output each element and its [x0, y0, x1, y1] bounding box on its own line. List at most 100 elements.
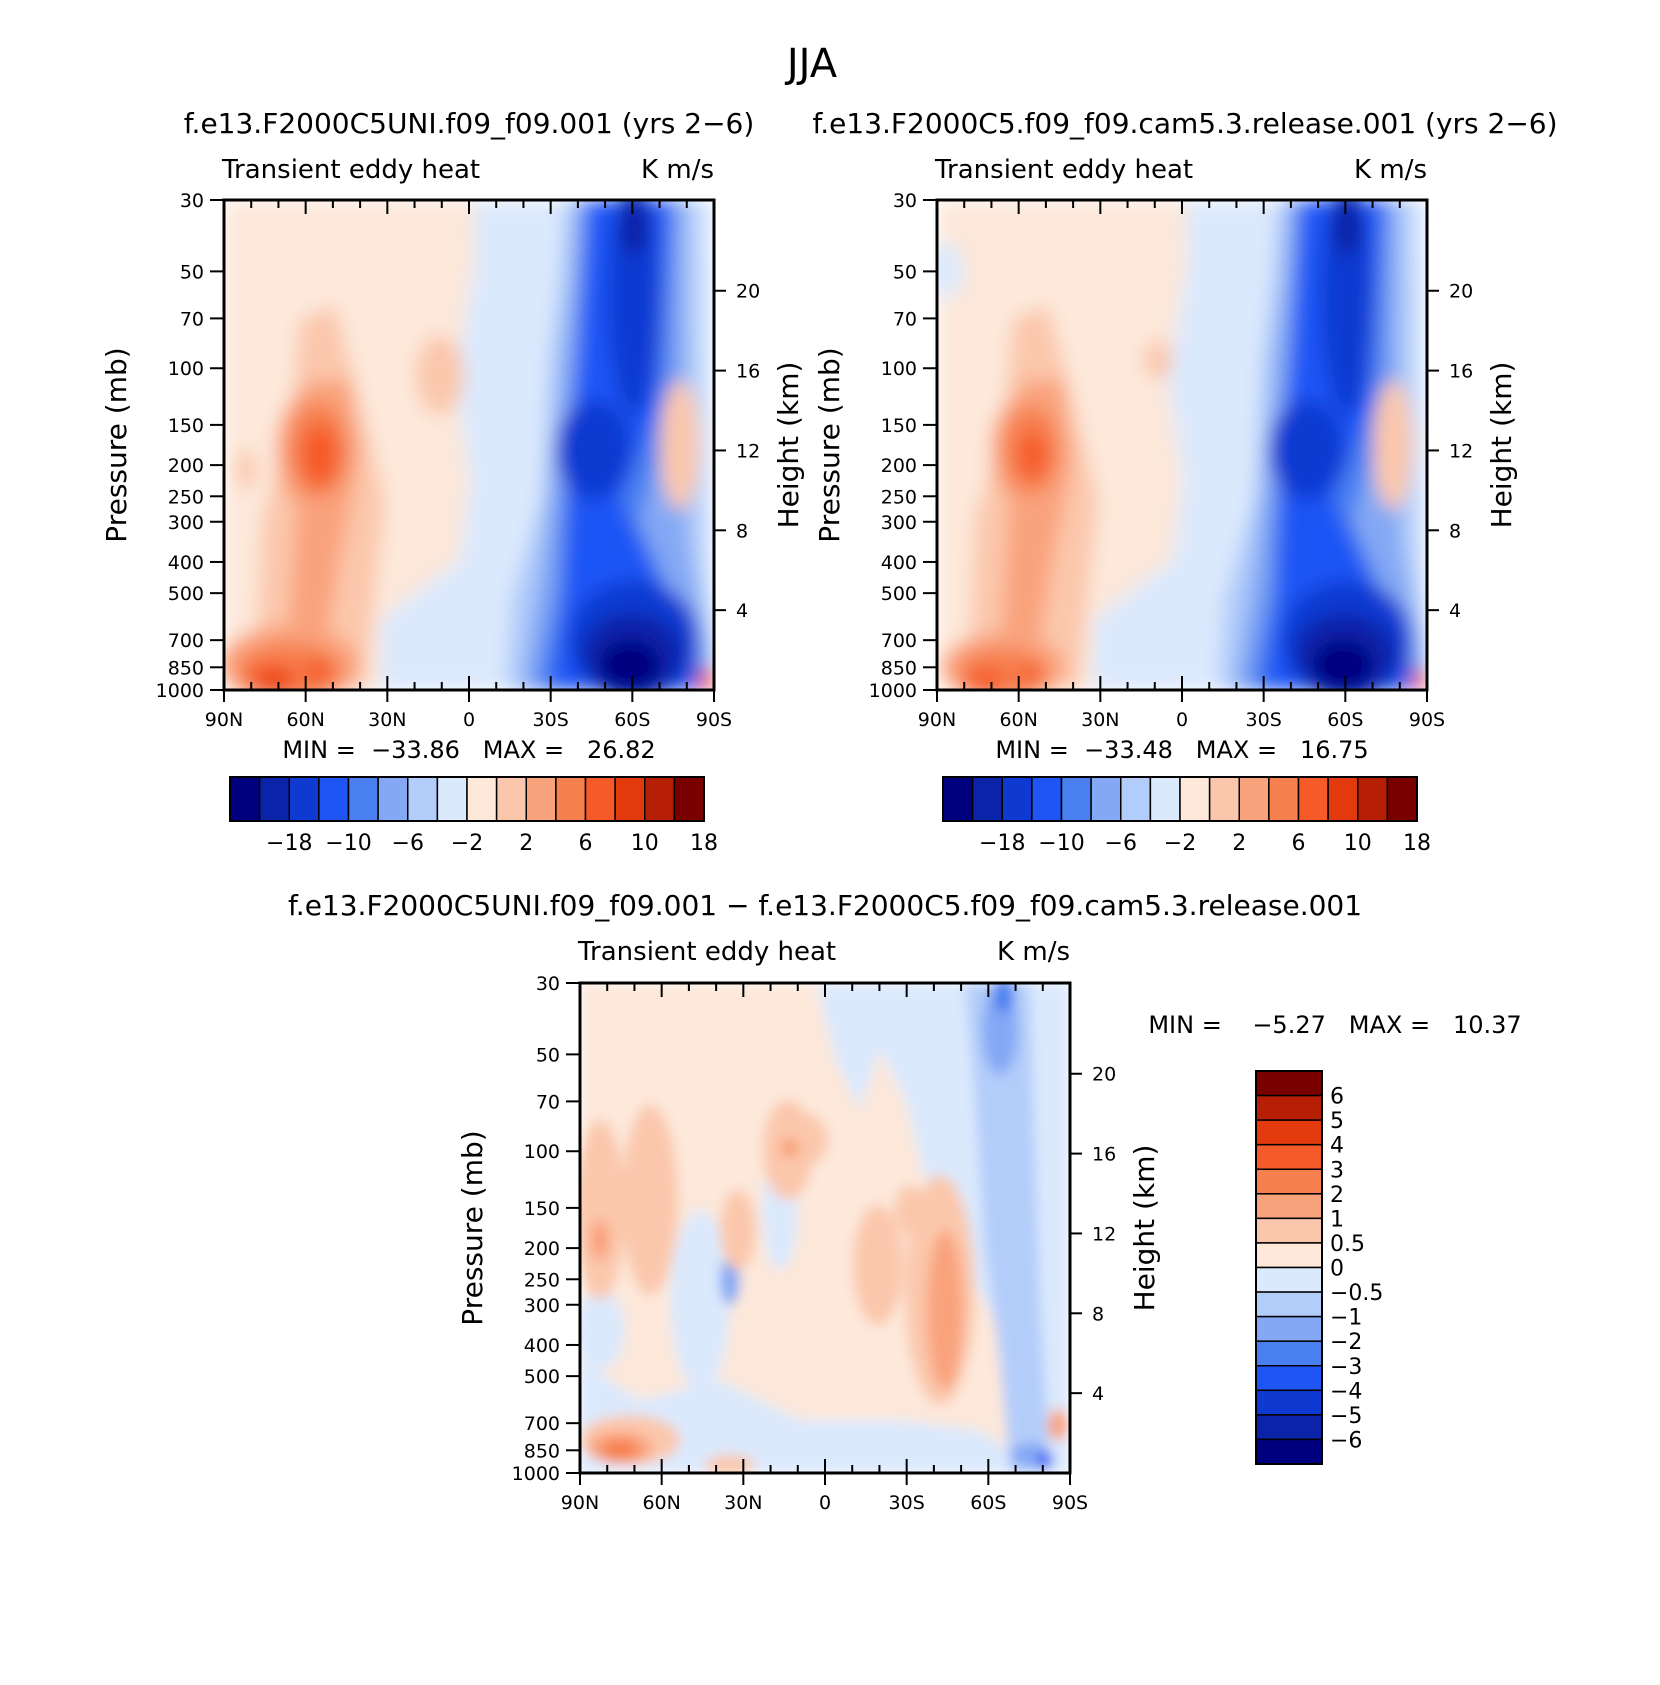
- colorbar-swatch: [1255, 1438, 1323, 1465]
- height-tick-label: 20: [736, 281, 760, 303]
- pressure-tick-label: 850: [524, 1440, 560, 1462]
- pressure-tick-label: 30: [180, 190, 204, 212]
- lat-tick-label: 90S: [1052, 1492, 1088, 1514]
- colorbar-frame: [1255, 1070, 1323, 1465]
- colorbar-label: 1: [1330, 1207, 1344, 1232]
- colorbar-swatch: [407, 776, 439, 822]
- colorbar-swatch: [1255, 1365, 1323, 1392]
- colorbar-swatch: [1255, 1315, 1323, 1342]
- colorbar-label: −2: [1330, 1330, 1362, 1355]
- left-string: Transient eddy heat: [221, 155, 480, 185]
- colorbar-label: 0.5: [1330, 1232, 1365, 1257]
- height-tick-label: 4: [736, 600, 748, 622]
- colorbar-label: −10: [1038, 831, 1084, 856]
- colorbar-swatch: [1208, 776, 1240, 822]
- colorbar-swatch: [555, 776, 587, 822]
- colorbar-label: 5: [1330, 1109, 1344, 1134]
- colorbar-swatch: [942, 776, 974, 822]
- panel-title: f.e13.F2000C5.f09_f09.cam5.3.release.001…: [812, 107, 1557, 140]
- colorbar-label: 2: [1330, 1183, 1344, 1208]
- colorbar-swatch: [466, 776, 498, 822]
- colorbar-label: 4: [1330, 1134, 1344, 1159]
- colorbar-swatch: [288, 776, 320, 822]
- colorbar-label: 6: [1330, 1085, 1344, 1110]
- pressure-tick-label: 500: [524, 1366, 560, 1388]
- height-tick-label: 8: [1449, 520, 1461, 542]
- colorbar-swatch: [614, 776, 646, 822]
- colorbar-swatch: [1268, 776, 1300, 822]
- height-tick-label: 12: [736, 440, 760, 462]
- colorbar-swatch: [525, 776, 557, 822]
- pressure-tick-label: 300: [881, 512, 917, 534]
- height-tick-label: 20: [1092, 1064, 1116, 1086]
- lat-tick-label: 90N: [918, 709, 956, 731]
- colorbar-label: 6: [579, 831, 593, 856]
- colorbar-label: −18: [266, 831, 312, 856]
- pressure-tick-label: 150: [524, 1198, 560, 1220]
- pressure-tick-label: 200: [168, 455, 204, 477]
- pressure-tick-label: 850: [168, 657, 204, 679]
- lat-tick-label: 90N: [561, 1492, 599, 1514]
- colorbar-label: −1: [1330, 1306, 1362, 1331]
- colorbar-swatch: [436, 776, 468, 822]
- units-string: K m/s: [1354, 155, 1427, 185]
- lat-tick-label: 90N: [205, 709, 243, 731]
- colorbar-frame: [229, 776, 705, 822]
- pressure-tick-label: 400: [524, 1335, 560, 1357]
- colorbar-swatch: [1120, 776, 1152, 822]
- colorbar-swatch: [1255, 1094, 1323, 1121]
- height-tick-label: 20: [1449, 281, 1473, 303]
- height-tick-label: 16: [1092, 1144, 1116, 1166]
- panel-top-left: f.e13.F2000C5UNI.f09_f09.001 (yrs 2−6) T…: [100, 107, 805, 764]
- left-string: Transient eddy heat: [577, 937, 836, 967]
- pressure-tick-label: 70: [180, 308, 204, 330]
- colorbar-swatch: [347, 776, 379, 822]
- colorbar-swatch: [1255, 1143, 1323, 1170]
- lat-tick-label: 90S: [1409, 709, 1445, 731]
- panel-title: f.e13.F2000C5UNI.f09_f09.001 (yrs 2−6): [184, 107, 755, 140]
- colorbar-swatch: [495, 776, 527, 822]
- min-max-stats: MIN = −33.48 MAX = 16.75: [995, 736, 1368, 764]
- colorbar-swatch: [1090, 776, 1122, 822]
- colorbar-swatch: [1357, 776, 1389, 822]
- pressure-tick-label: 300: [524, 1295, 560, 1317]
- pressure-tick-label: 200: [881, 455, 917, 477]
- colorbar-swatch: [971, 776, 1003, 822]
- colorbar-swatch: [584, 776, 616, 822]
- height-tick-label: 8: [1092, 1303, 1104, 1325]
- colorbar-swatch: [1386, 776, 1418, 822]
- colorbar-label: −6: [1105, 831, 1137, 856]
- lat-tick-label: 60S: [614, 709, 650, 731]
- colorbar-label: 10: [1344, 831, 1372, 856]
- colorbar-label: −2: [1164, 831, 1196, 856]
- height-tick-label: 4: [1092, 1383, 1104, 1405]
- colorbar-label: −5: [1330, 1404, 1362, 1429]
- lat-tick-label: 60S: [1327, 709, 1363, 731]
- colorbar-swatch: [1060, 776, 1092, 822]
- pressure-tick-label: 500: [881, 583, 917, 605]
- pressure-tick-label: 250: [168, 486, 204, 508]
- colorbar-swatch: [1255, 1389, 1323, 1416]
- height-tick-label: 12: [1092, 1223, 1116, 1245]
- pressure-tick-label: 1000: [156, 680, 204, 702]
- min-max-stats: MIN = −33.86 MAX = 26.82: [282, 736, 655, 764]
- lat-tick-label: 60N: [999, 709, 1037, 731]
- colorbar-label: −3: [1330, 1355, 1362, 1380]
- contour-field: [224, 200, 714, 690]
- colorbar-swatch: [673, 776, 705, 822]
- y-axis-label: Pressure (mb): [456, 1130, 489, 1325]
- pressure-tick-label: 200: [524, 1238, 560, 1260]
- pressure-tick-label: 30: [893, 190, 917, 212]
- colorbar-swatch: [1031, 776, 1063, 822]
- height-tick-label: 16: [1449, 361, 1473, 383]
- colorbar-swatch: [644, 776, 676, 822]
- pressure-tick-label: 100: [881, 358, 917, 380]
- height-tick-label: 16: [736, 361, 760, 383]
- colorbar-swatch: [1238, 776, 1270, 822]
- lat-tick-label: 30S: [533, 709, 569, 731]
- panel-title: f.e13.F2000C5UNI.f09_f09.001 − f.e13.F20…: [288, 889, 1362, 922]
- colorbar-label: 18: [690, 831, 718, 856]
- pressure-tick-label: 1000: [869, 680, 917, 702]
